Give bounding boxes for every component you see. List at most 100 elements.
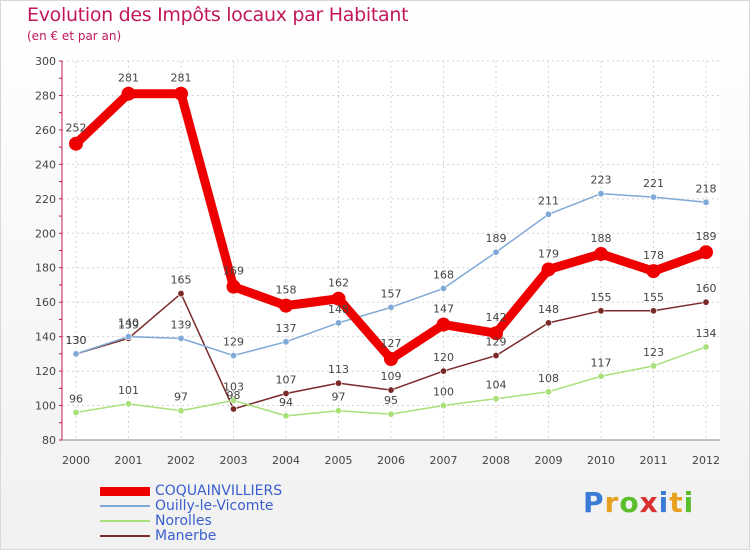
data-point [489, 326, 503, 341]
data-point [174, 86, 188, 101]
y-tick-label: 240 [35, 158, 56, 171]
data-point [439, 367, 447, 375]
data-point [646, 264, 661, 279]
data-label: 223 [591, 174, 612, 187]
x-tick-label: 2007 [430, 454, 458, 467]
data-label: 281 [171, 72, 192, 85]
data-point [439, 284, 447, 292]
data-point [72, 408, 80, 416]
legend-label: Manerbe [155, 528, 217, 544]
x-tick-label: 2006 [377, 454, 405, 467]
y-tick-label: 220 [35, 193, 56, 206]
data-point [230, 352, 238, 360]
data-point [597, 372, 605, 380]
logo-letter: o [619, 486, 640, 519]
data-point [541, 262, 556, 277]
data-point [177, 290, 185, 298]
y-tick-label: 100 [35, 400, 56, 413]
data-label: 108 [538, 372, 559, 385]
data-label: 165 [171, 274, 192, 287]
data-point [226, 279, 241, 294]
legend-item: Ouilly-le-Vicomte [100, 498, 400, 514]
data-label: 97 [332, 391, 346, 404]
data-label: 189 [696, 230, 717, 243]
data-label: 139 [171, 318, 192, 331]
chart-title: Evolution des Impôts locaux par Habitant [27, 4, 409, 26]
data-point [439, 402, 447, 410]
data-point [334, 407, 342, 415]
data-label: 130 [66, 334, 87, 347]
data-label: 117 [591, 356, 612, 369]
data-point [69, 136, 83, 151]
legend-label: COQUAINVILLIERS [155, 483, 283, 499]
y-tick-label: 80 [42, 434, 56, 447]
data-point [492, 395, 500, 403]
data-point [387, 303, 395, 311]
data-label: 137 [276, 322, 297, 335]
data-label: 147 [433, 303, 454, 316]
y-tick-label: 160 [35, 296, 56, 309]
y-tick-label: 140 [35, 331, 56, 344]
x-tick-label: 2003 [220, 454, 248, 467]
data-label: 252 [66, 122, 87, 135]
x-tick-label: 2001 [115, 454, 143, 467]
x-tick-label: 2005 [325, 454, 353, 467]
data-point [649, 362, 657, 370]
data-label: 129 [486, 336, 507, 349]
y-tick-label: 180 [35, 262, 56, 275]
legend-label: Ouilly-le-Vicomte [155, 498, 274, 514]
data-point [597, 190, 605, 198]
legend-item: COQUAINVILLIERS [100, 483, 400, 499]
data-label: 107 [276, 373, 297, 386]
data-label: 189 [486, 232, 507, 245]
legend-item: Norolles [100, 513, 400, 529]
logo-letter: r [604, 486, 620, 519]
data-point [279, 298, 293, 313]
data-label: 123 [643, 346, 664, 359]
data-label: 179 [538, 247, 559, 260]
data-point [387, 410, 395, 418]
logo-letter: i [658, 486, 670, 519]
data-label: 129 [223, 336, 244, 349]
data-label: 98 [227, 389, 241, 402]
data-label: 139 [118, 318, 139, 331]
x-tick-label: 2011 [640, 454, 668, 467]
data-label: 94 [279, 396, 293, 409]
data-point [544, 319, 552, 327]
legend-label: Norolles [155, 513, 212, 529]
chart-subtitle: (en € et par an) [27, 29, 122, 43]
x-tick-label: 2010 [587, 454, 615, 467]
logo-letter: P [583, 486, 605, 519]
data-point [492, 352, 500, 360]
data-point [544, 210, 552, 218]
data-label: 218 [696, 182, 717, 195]
data-label: 168 [433, 268, 454, 281]
data-label: 178 [643, 249, 664, 262]
data-label: 158 [276, 284, 297, 297]
data-label: 155 [591, 291, 612, 304]
data-point [384, 352, 398, 367]
y-tick-label: 260 [35, 124, 56, 137]
data-label: 100 [433, 386, 454, 399]
data-point [544, 388, 552, 396]
y-tick-label: 120 [35, 365, 56, 378]
data-label: 95 [384, 394, 398, 407]
legend-swatch [100, 520, 150, 522]
legend-item: Manerbe [100, 528, 400, 544]
data-point [699, 245, 713, 260]
data-label: 97 [174, 391, 188, 404]
data-label: 148 [538, 303, 559, 316]
logo-letter: t [669, 486, 684, 519]
logo-letter: i [683, 486, 695, 519]
data-point [702, 298, 710, 306]
data-label: 103 [223, 380, 244, 393]
legend-swatch [100, 486, 150, 496]
data-point [230, 405, 238, 413]
data-label: 160 [696, 282, 717, 295]
y-tick-label: 200 [35, 227, 56, 240]
logo-letter: x [639, 486, 659, 519]
legend-swatch [100, 505, 150, 507]
data-point [121, 86, 136, 101]
data-label: 169 [223, 265, 244, 278]
